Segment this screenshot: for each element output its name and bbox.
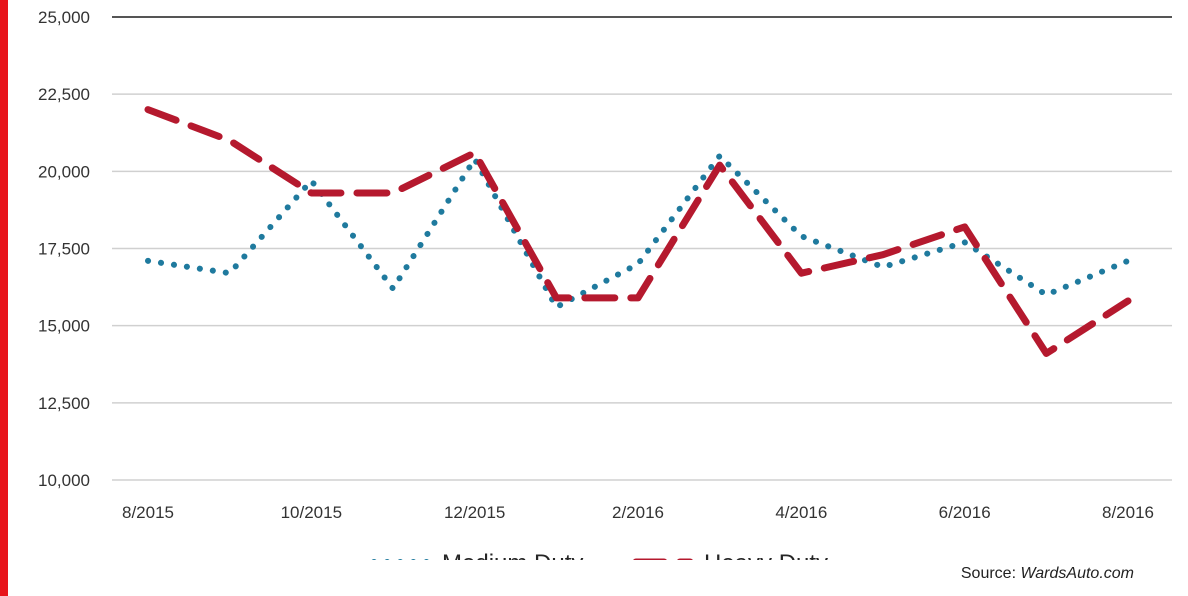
x-tick-label: 8/2016 (1102, 503, 1154, 522)
y-axis-labels: 10,000 12,500 15,000 17,500 20,000 22,500 25,0… (38, 8, 90, 490)
source-note: Source: WardsAuto.com (961, 565, 1134, 583)
y-tick-label: 20,000 (38, 162, 90, 181)
line-chart: 10,000 12,500 15,000 17,500 20,000 22,500 25,0… (38, 8, 1172, 560)
y-tick-label: 25,000 (38, 8, 90, 27)
x-tick-label: 12/2015 (444, 503, 505, 522)
x-tick-label: 10/2015 (281, 503, 342, 522)
source-name: WardsAuto.com (1020, 565, 1134, 582)
x-tick-label: 4/2016 (775, 503, 827, 522)
medium-duty-series-line (145, 152, 1131, 311)
x-tick-label: 2/2016 (612, 503, 664, 522)
x-tick-label: 8/2015 (122, 503, 174, 522)
legend-heavy-duty-label: Heavy Duty (704, 550, 828, 560)
left-accent-bar (0, 0, 8, 596)
y-tick-label: 17,500 (38, 240, 90, 259)
y-tick-label: 10,000 (38, 471, 90, 490)
y-tick-label: 12,500 (38, 394, 90, 413)
y-tick-label: 22,500 (38, 85, 90, 104)
heavy-duty-series-line (144, 106, 1132, 357)
source-prefix: Source: (960, 565, 1021, 582)
legend: Medium Duty Heavy Duty (371, 550, 828, 560)
y-tick-label: 15,000 (38, 317, 90, 336)
series-lines (144, 106, 1132, 357)
gridlines (112, 16, 1172, 481)
x-tick-label: 6/2016 (939, 503, 991, 522)
x-axis-labels: 8/2015 10/2015 12/2015 2/2016 4/2016 6/2016 8/… (122, 503, 1154, 522)
legend-medium-duty-label: Medium Duty (442, 550, 583, 560)
